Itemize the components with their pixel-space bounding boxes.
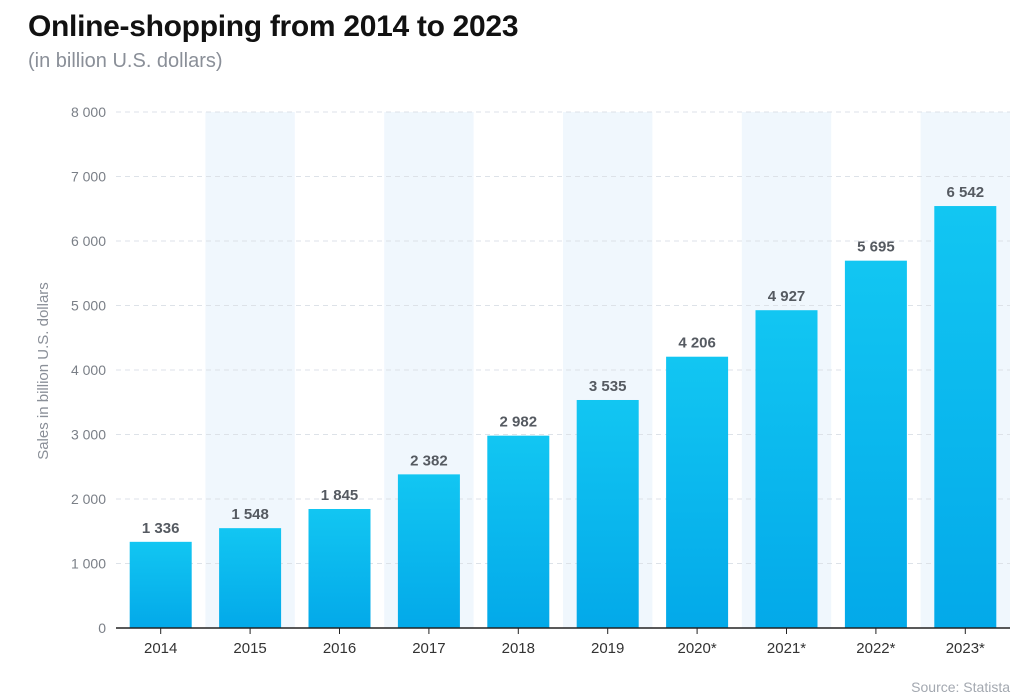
x-tick-label: 2023* [946,640,985,657]
bars [129,206,997,628]
y-tick-label: 2 000 [71,491,106,507]
bar [487,435,550,628]
data-label: 1 548 [231,506,269,523]
bar [666,356,729,628]
y-tick-label: 3 000 [71,427,106,443]
data-label: 3 535 [589,378,627,395]
data-label: 2 382 [410,452,448,469]
chart-title: Online-shopping from 2014 to 2023 [28,10,519,43]
data-label: 4 206 [678,335,716,352]
value-labels: 1 336 1 548 1 845 2 382 2 982 3 535 4 206 4 927… [142,184,984,537]
bar [129,541,192,628]
y-tick-label: 4 000 [71,362,106,378]
data-label: 1 845 [321,487,359,504]
x-axis: 2014 2015 2016 2017 2018 2019 2020* 2021* 2022* 2… [116,627,1010,657]
bar [934,206,997,628]
x-tick-label: 2015 [233,640,266,657]
bar [397,474,460,628]
x-tick-label: 2021* [767,640,806,657]
bar [219,528,282,628]
y-tick-label: 7 000 [71,169,106,185]
bar [755,310,818,628]
x-tick-label: 2014 [144,640,177,657]
y-tick-label: 0 [98,620,106,636]
x-tick-label: 2016 [323,640,356,657]
data-label: 1 336 [142,520,180,537]
bar [576,399,639,628]
data-label: 6 542 [947,184,985,201]
y-tick-label: 5 000 [71,298,106,314]
bar [308,508,371,628]
x-tick-label: 2017 [412,640,445,657]
x-tick-label: 2022* [856,640,895,657]
x-tick-label: 2020* [677,640,716,657]
chart-subtitle: (in billion U.S. dollars) [28,50,223,72]
data-label: 2 982 [500,414,538,431]
bar [844,260,907,628]
y-tick-label: 1 000 [71,556,106,572]
x-tick-label: 2018 [502,640,535,657]
data-label: 4 927 [768,288,806,305]
y-tick-label: 6 000 [71,233,106,249]
data-label: 5 695 [857,239,895,256]
y-axis: 0 1 000 2 000 3 000 4 000 5 000 6 000 7 000 8 00… [71,104,106,636]
y-tick-label: 8 000 [71,104,106,120]
y-axis-label: Sales in billion U.S. dollars [35,282,52,460]
source-note: Source: Statista [911,679,1010,695]
x-tick-label: 2019 [591,640,624,657]
